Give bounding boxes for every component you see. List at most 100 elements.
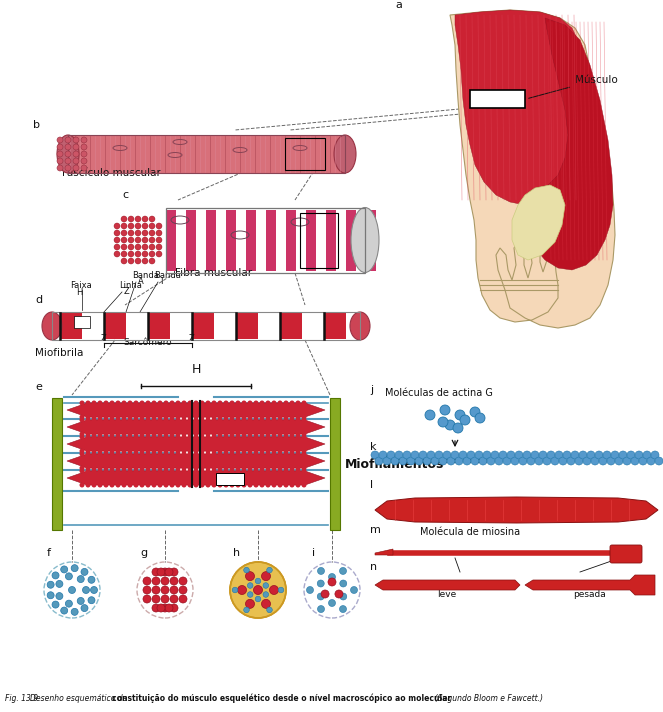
Circle shape (182, 468, 186, 473)
Circle shape (194, 451, 198, 456)
Circle shape (265, 431, 271, 436)
Bar (216, 473, 244, 485)
Circle shape (121, 400, 127, 406)
Circle shape (217, 466, 223, 471)
Ellipse shape (350, 312, 370, 340)
Circle shape (265, 468, 271, 473)
Text: H: H (76, 288, 82, 297)
Circle shape (443, 451, 451, 459)
Circle shape (217, 417, 223, 422)
Circle shape (290, 451, 294, 456)
Circle shape (139, 451, 145, 456)
Circle shape (73, 158, 79, 164)
Circle shape (296, 417, 300, 422)
Circle shape (253, 585, 263, 595)
Bar (324, 313, 346, 339)
Circle shape (272, 414, 276, 419)
Circle shape (284, 449, 288, 454)
Circle shape (339, 593, 347, 600)
Circle shape (200, 414, 204, 419)
Circle shape (47, 581, 54, 588)
Text: c: c (122, 190, 128, 200)
Circle shape (103, 451, 109, 456)
Circle shape (182, 400, 186, 406)
Circle shape (503, 457, 511, 465)
Circle shape (164, 414, 168, 419)
Circle shape (143, 586, 151, 594)
Circle shape (145, 414, 151, 419)
Text: i: i (312, 548, 315, 558)
Circle shape (296, 468, 300, 473)
Circle shape (158, 466, 162, 471)
Circle shape (86, 468, 91, 473)
Circle shape (80, 466, 84, 471)
Bar (126, 313, 148, 339)
Ellipse shape (351, 207, 379, 273)
Circle shape (188, 414, 192, 419)
Circle shape (170, 604, 178, 612)
Circle shape (519, 457, 527, 465)
Circle shape (272, 434, 276, 439)
Circle shape (109, 417, 115, 422)
Circle shape (194, 417, 198, 422)
Text: I: I (160, 277, 162, 286)
Circle shape (265, 400, 271, 406)
Circle shape (182, 466, 186, 471)
Circle shape (176, 483, 180, 488)
Circle shape (194, 468, 198, 473)
Circle shape (170, 568, 178, 576)
Circle shape (149, 258, 155, 264)
Circle shape (135, 223, 141, 229)
Circle shape (255, 578, 261, 584)
Circle shape (170, 586, 178, 594)
Circle shape (290, 414, 294, 419)
Circle shape (247, 434, 253, 439)
Circle shape (200, 449, 204, 454)
Bar (300, 213, 338, 268)
Circle shape (435, 451, 443, 459)
Circle shape (188, 400, 192, 406)
Circle shape (229, 449, 235, 454)
Circle shape (139, 483, 145, 488)
Circle shape (97, 400, 103, 406)
Circle shape (217, 451, 223, 456)
Circle shape (170, 468, 174, 473)
Circle shape (284, 414, 288, 419)
Circle shape (121, 417, 127, 422)
Circle shape (247, 431, 253, 436)
Circle shape (170, 417, 174, 422)
Circle shape (86, 449, 91, 454)
Circle shape (158, 468, 162, 473)
Bar (470, 90, 525, 108)
Circle shape (253, 434, 259, 439)
Bar (60, 313, 82, 339)
Polygon shape (67, 420, 325, 434)
Bar (266, 210, 276, 271)
Circle shape (272, 483, 276, 488)
Bar (68, 135, 345, 173)
Circle shape (109, 466, 115, 471)
Circle shape (121, 244, 127, 250)
Circle shape (259, 483, 265, 488)
Circle shape (91, 466, 97, 471)
Circle shape (241, 468, 247, 473)
Circle shape (296, 414, 300, 419)
Circle shape (179, 586, 187, 594)
Circle shape (235, 466, 241, 471)
Circle shape (302, 449, 306, 454)
Bar (330, 398, 340, 530)
Circle shape (302, 466, 306, 471)
Circle shape (261, 572, 271, 581)
Bar (306, 210, 316, 271)
Circle shape (241, 434, 247, 439)
Circle shape (152, 414, 156, 419)
Circle shape (103, 466, 109, 471)
Polygon shape (512, 185, 565, 260)
Circle shape (86, 417, 91, 422)
Text: Moléculas de actina G: Moléculas de actina G (385, 388, 493, 398)
Circle shape (217, 434, 223, 439)
Circle shape (284, 417, 288, 422)
Circle shape (158, 449, 162, 454)
Circle shape (241, 431, 247, 436)
Circle shape (158, 451, 162, 456)
